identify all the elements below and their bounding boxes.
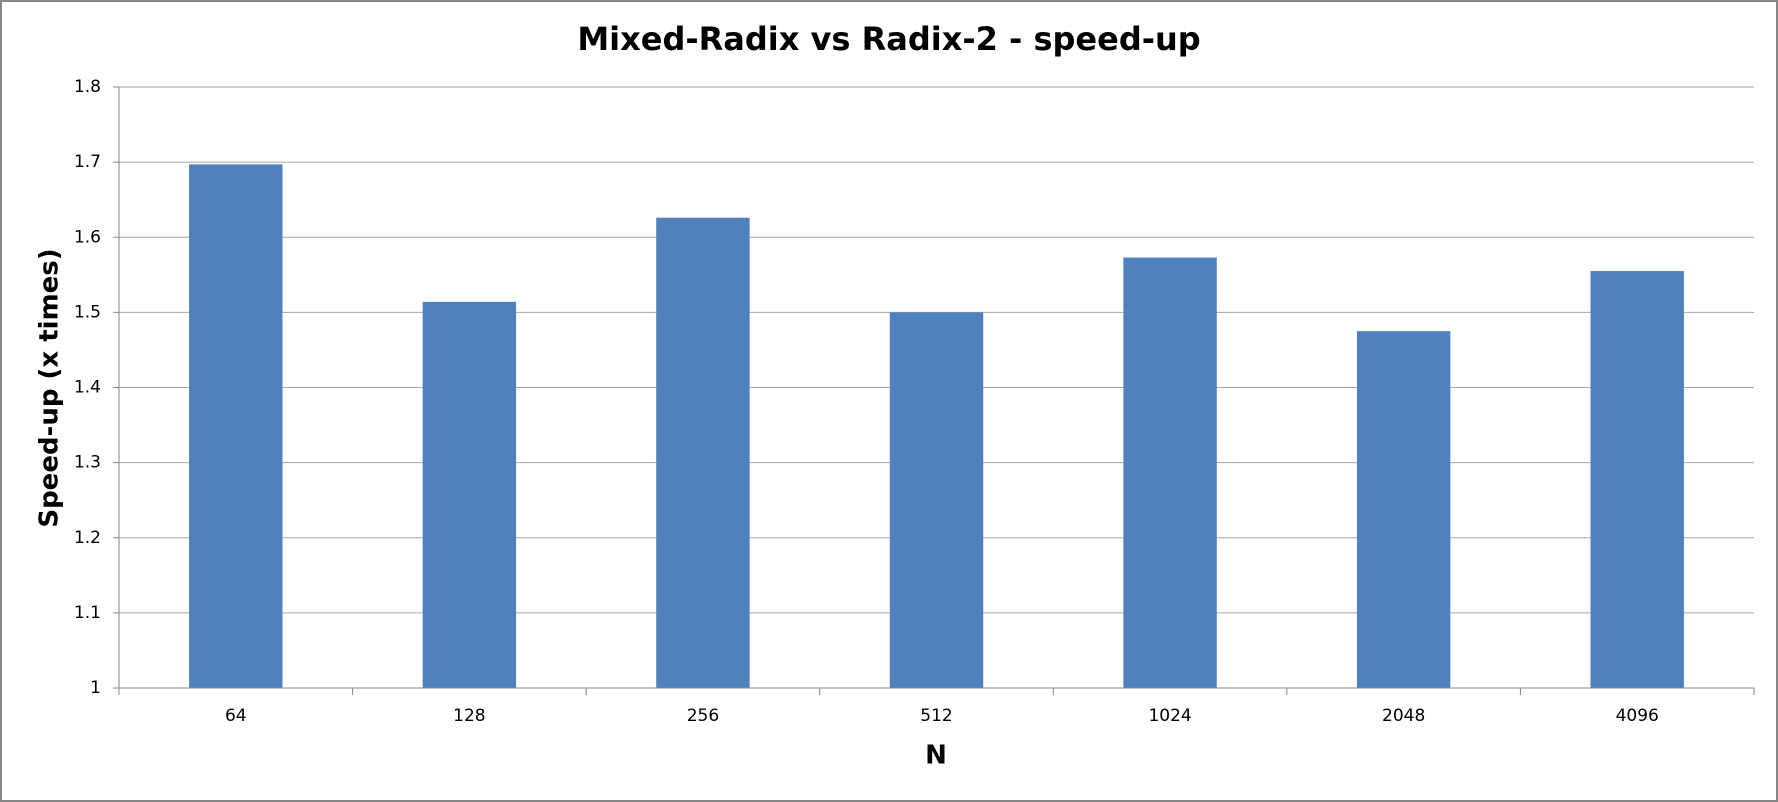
y-tick-label: 1.7 — [74, 152, 101, 172]
x-tick-label: 128 — [453, 706, 485, 726]
x-tick-label: 256 — [687, 706, 719, 726]
bar — [189, 164, 283, 688]
x-tick-label: 1024 — [1148, 706, 1191, 726]
bar — [889, 312, 984, 688]
y-tick-label: 1.3 — [74, 453, 101, 473]
x-axis-title: N — [925, 741, 947, 771]
bar — [1590, 271, 1684, 688]
y-tick-label: 1.5 — [74, 302, 101, 322]
y-tick-label: 1 — [90, 678, 101, 698]
x-tick-label: 2048 — [1382, 706, 1425, 726]
y-tick-label: 1.6 — [74, 227, 101, 247]
bar — [1123, 257, 1217, 688]
y-tick-label: 1.8 — [74, 77, 101, 97]
bar — [656, 217, 750, 688]
chart-title: Mixed-Radix vs Radix-2 - speed-up — [577, 20, 1200, 58]
y-axis-title: Speed-up (x times) — [35, 248, 65, 527]
y-tick-label: 1.1 — [74, 603, 101, 623]
x-tick-label: 512 — [920, 706, 952, 726]
x-tick-label: 64 — [225, 706, 247, 726]
bar — [422, 301, 517, 688]
bar — [1356, 331, 1451, 688]
y-tick-label: 1.2 — [74, 528, 101, 548]
x-tick-label: 4096 — [1616, 706, 1659, 726]
y-tick-label: 1.4 — [74, 378, 101, 398]
